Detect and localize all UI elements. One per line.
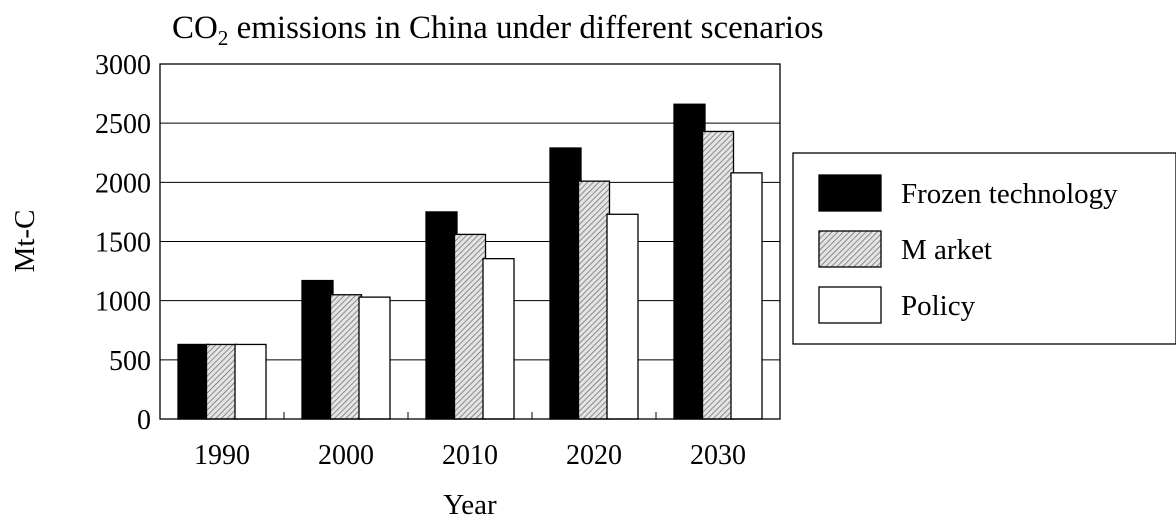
- legend-swatch-frozen: [818, 174, 882, 212]
- bar-frozen-2000: [301, 279, 334, 420]
- y-axis-label: Mt-C: [9, 210, 41, 273]
- y-tick-label: 500: [109, 346, 151, 377]
- x-tick-label: 2030: [690, 440, 746, 471]
- y-tick-label: 2500: [95, 109, 151, 140]
- bar-policy-2010: [482, 258, 515, 420]
- bar-policy-2020: [606, 213, 639, 420]
- legend-swatch-policy: [818, 286, 882, 324]
- y-tick-label: 2000: [95, 168, 151, 199]
- legend: Frozen technology M arket Policy: [792, 152, 1176, 345]
- chart-title-subscript: 2: [218, 26, 229, 50]
- bar-policy-1990: [234, 343, 267, 420]
- legend-swatch-market: [818, 230, 882, 268]
- x-tick-labels: 1990 2000 2010 2020 2030: [194, 440, 746, 471]
- bar-frozen-2020: [549, 147, 582, 420]
- plot-area: [159, 63, 781, 420]
- legend-label-policy: Policy: [901, 290, 976, 322]
- chart-title-co: CO: [172, 10, 218, 46]
- y-tick-label: 1500: [95, 228, 151, 259]
- bar-policy-2030: [730, 172, 763, 420]
- x-tick-label: 1990: [194, 440, 250, 471]
- y-tick-labels: 0 500 1000 1500 2000 2500 3000: [95, 50, 151, 436]
- bar-market-2000: [329, 294, 363, 420]
- chart-title: CO2 emissions in China under different s…: [172, 10, 823, 50]
- x-ticks: [283, 412, 657, 419]
- bar-market-2020: [577, 180, 611, 420]
- bar-policy-2000: [358, 296, 391, 420]
- bar-market-2010: [453, 233, 487, 420]
- bar-frozen-1990: [177, 343, 210, 420]
- y-tick-label: 0: [137, 405, 151, 436]
- x-tick-label: 2000: [318, 440, 374, 471]
- bars: [177, 103, 763, 420]
- bar-market-1990: [205, 343, 239, 420]
- bar-frozen-2030: [673, 103, 706, 420]
- legend-label-frozen: Frozen technology: [901, 178, 1118, 210]
- x-tick-label: 2010: [442, 440, 498, 471]
- bar-frozen-2010: [425, 211, 458, 420]
- chart-title-rest: emissions in China under different scena…: [228, 10, 823, 46]
- y-tick-label: 1000: [95, 287, 151, 318]
- bar-market-2030: [701, 130, 735, 420]
- x-tick-label: 2020: [566, 440, 622, 471]
- y-tick-label: 3000: [95, 50, 151, 81]
- x-axis-label: Year: [443, 489, 497, 521]
- legend-label-market: M arket: [901, 234, 992, 266]
